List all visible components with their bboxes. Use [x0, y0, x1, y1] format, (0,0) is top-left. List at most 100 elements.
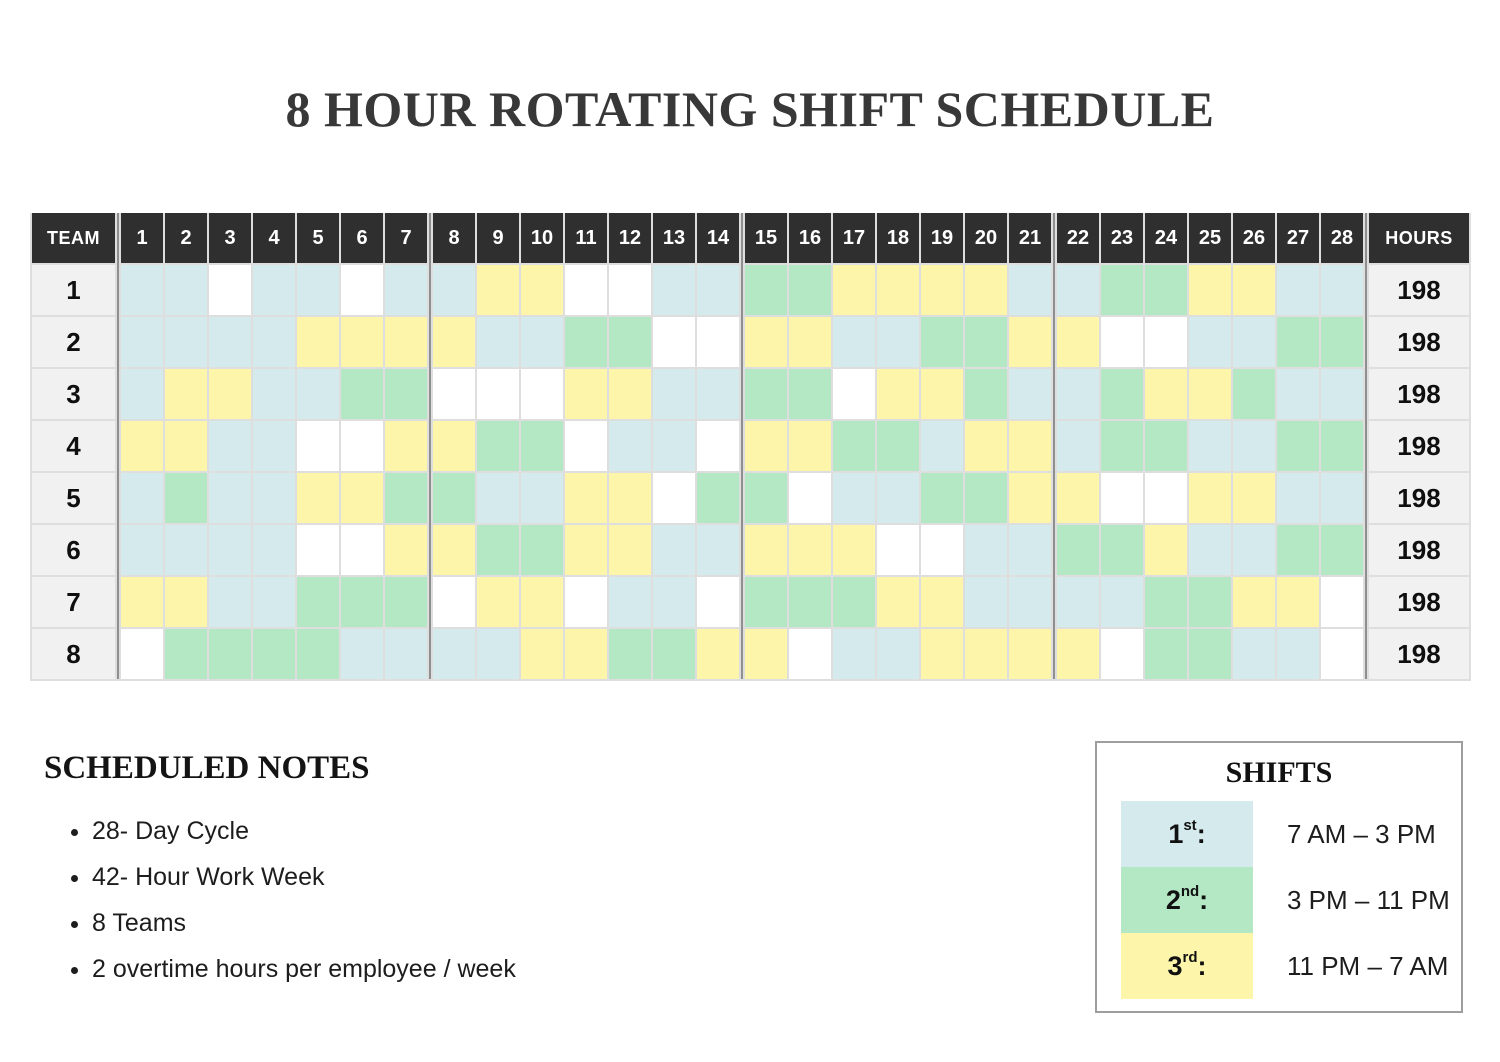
shift-cell — [1233, 629, 1275, 679]
shift-cell — [877, 473, 919, 523]
hours-value: 198 — [1369, 473, 1469, 523]
day-column-header: 17 — [833, 213, 875, 263]
shift-cell — [833, 421, 875, 471]
notes-section: SCHEDULED NOTES 28- Day Cycle 42- Hour Wo… — [44, 750, 684, 1003]
day-column-header: 21 — [1009, 213, 1051, 263]
shift-cell — [965, 421, 1007, 471]
shift-cell — [1233, 577, 1275, 627]
day-column-header: 1 — [121, 213, 163, 263]
shift-cell — [697, 317, 739, 367]
shift-cell — [297, 525, 339, 575]
shift-cell — [297, 473, 339, 523]
team-label: 5 — [32, 473, 115, 523]
shift-cell — [609, 317, 651, 367]
shift-cell — [385, 265, 427, 315]
shift-cell — [745, 369, 787, 419]
shift-cell — [1189, 577, 1231, 627]
shift-cell — [297, 265, 339, 315]
shift-cell — [965, 473, 1007, 523]
shift-cell — [1233, 525, 1275, 575]
shift-cell — [609, 577, 651, 627]
shift-cell — [1277, 265, 1319, 315]
day-column-header: 24 — [1145, 213, 1187, 263]
shift-cell — [433, 265, 475, 315]
shift-cell — [477, 265, 519, 315]
day-column-header: 16 — [789, 213, 831, 263]
shift-cell — [253, 577, 295, 627]
hours-value: 198 — [1369, 369, 1469, 419]
shift-cell — [385, 421, 427, 471]
shift-cell — [341, 525, 383, 575]
shift-cell — [341, 577, 383, 627]
shift-cell — [477, 473, 519, 523]
shift-cell — [653, 577, 695, 627]
shift-cell — [1277, 525, 1319, 575]
day-column-header: 22 — [1057, 213, 1099, 263]
shift-cell — [789, 577, 831, 627]
shift-cell — [1057, 629, 1099, 679]
shift-cell — [1101, 525, 1143, 575]
shift-cell — [1277, 317, 1319, 367]
shift-cell — [653, 265, 695, 315]
day-column-header: 14 — [697, 213, 739, 263]
shift-cell — [385, 629, 427, 679]
shift-cell — [521, 421, 563, 471]
shift-cell — [1277, 629, 1319, 679]
shift-cell — [341, 317, 383, 367]
shift-cell — [253, 473, 295, 523]
shift-cell — [1009, 525, 1051, 575]
day-column-header: 9 — [477, 213, 519, 263]
shift-cell — [121, 369, 163, 419]
shift-cell — [1277, 421, 1319, 471]
shift-cell — [745, 317, 787, 367]
shift-cell — [1057, 369, 1099, 419]
shift-cell — [297, 577, 339, 627]
shift-cell — [1189, 525, 1231, 575]
shift-cell — [1057, 473, 1099, 523]
day-column-header: 8 — [433, 213, 475, 263]
shift-cell — [1277, 369, 1319, 419]
shift-cell — [209, 629, 251, 679]
shift-cell — [1101, 629, 1143, 679]
shift-cell — [1009, 317, 1051, 367]
shift-cell — [121, 525, 163, 575]
shift-cell — [165, 421, 207, 471]
shift-cell — [1101, 421, 1143, 471]
shift-cell — [609, 369, 651, 419]
week-separator-bar — [741, 213, 743, 679]
notes-title: SCHEDULED NOTES — [44, 750, 370, 786]
shift-cell — [1321, 317, 1363, 367]
week-separator-bar — [1053, 213, 1055, 679]
shift-cell — [1145, 629, 1187, 679]
shift-cell — [253, 525, 295, 575]
shift-cell — [789, 265, 831, 315]
shift-cell — [209, 473, 251, 523]
shift-cell — [921, 265, 963, 315]
shift-cell — [1101, 265, 1143, 315]
shift-cell — [385, 317, 427, 367]
shift-cell — [565, 525, 607, 575]
shift-cell — [697, 473, 739, 523]
shift-cell — [1321, 577, 1363, 627]
shift-cell — [121, 317, 163, 367]
shift-cell — [1145, 577, 1187, 627]
shift-cell — [1321, 473, 1363, 523]
shift-cell — [521, 317, 563, 367]
shift-cell — [653, 369, 695, 419]
shift-cell — [477, 317, 519, 367]
shift-cell — [433, 525, 475, 575]
week-separator-bar — [429, 213, 431, 679]
shift-cell — [121, 265, 163, 315]
day-column-header: 25 — [1189, 213, 1231, 263]
shift-cell — [477, 369, 519, 419]
hours-value: 198 — [1369, 317, 1469, 367]
shift-cell — [789, 421, 831, 471]
shift-cell — [921, 369, 963, 419]
shift-cell — [341, 265, 383, 315]
day-column-header: 26 — [1233, 213, 1275, 263]
shift-cell — [521, 473, 563, 523]
shift-cell — [209, 317, 251, 367]
shift-cell — [477, 421, 519, 471]
